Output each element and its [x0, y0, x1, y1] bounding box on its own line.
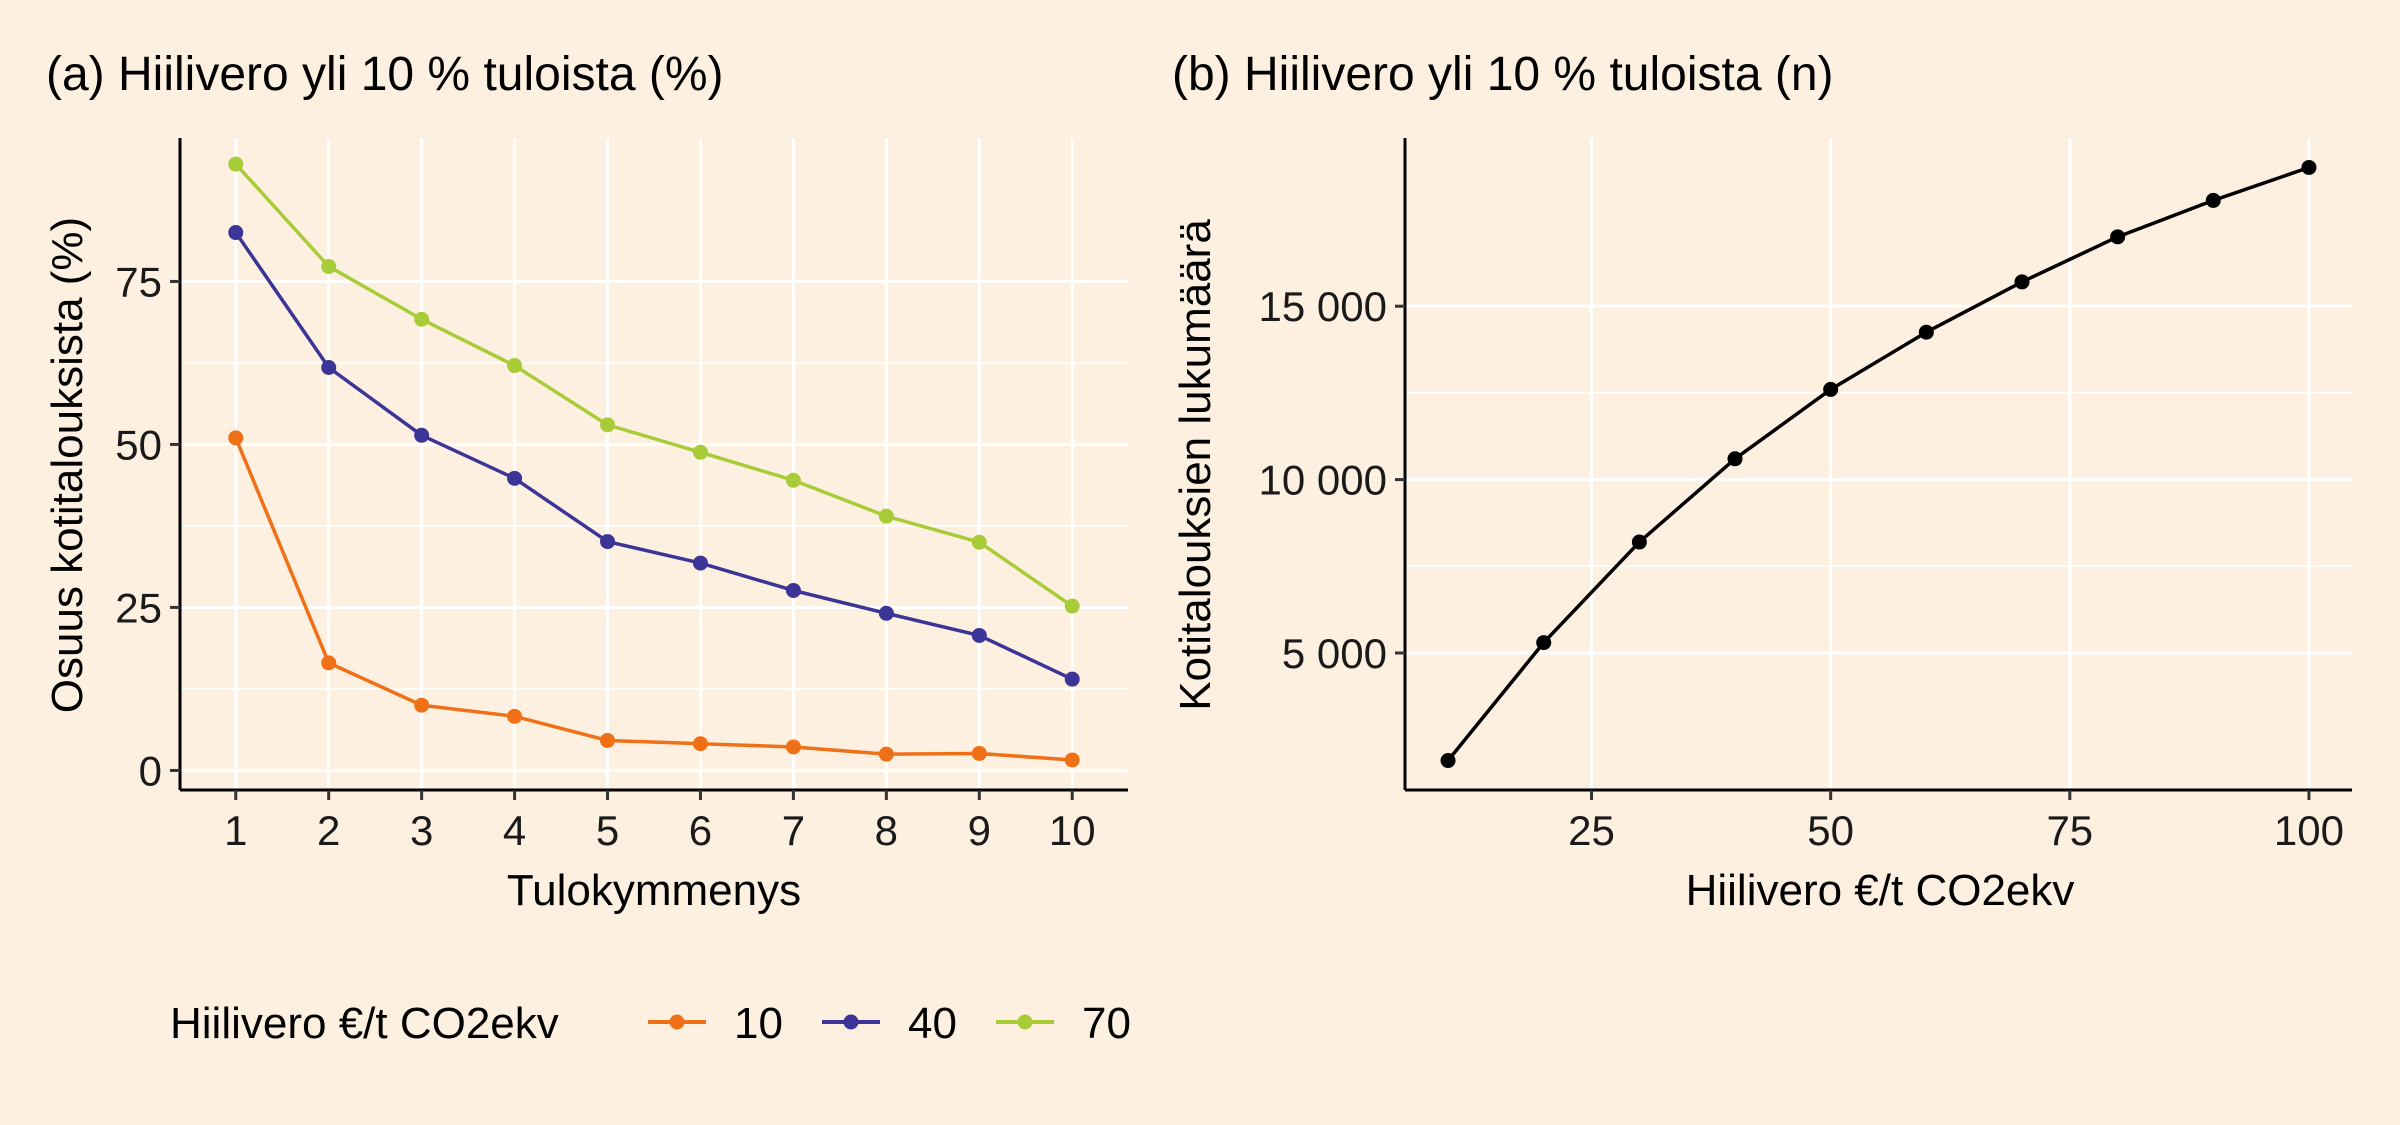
x-tick-label: 8 — [875, 807, 898, 854]
panel-b: (b) Hiilivero yli 10 % tuloista (n) 5 00… — [1171, 48, 2352, 915]
y-tick-label: 50 — [115, 421, 162, 468]
panel-b-x-ticks: 25 50 75 100 — [1568, 790, 2344, 854]
legend-title: Hiilivero €/t CO2ekv — [170, 999, 559, 1048]
legend-item-70: 70 — [996, 999, 1131, 1048]
panel-a-title: (a) Hiilivero yli 10 % tuloista (%) — [46, 48, 724, 101]
data-point — [600, 417, 616, 433]
panel-a-x-ticks: 1 2 3 4 5 6 7 8 9 10 — [224, 790, 1096, 854]
data-point — [1440, 753, 1456, 769]
x-tick-label: 4 — [503, 807, 526, 854]
data-point — [2301, 159, 2317, 175]
legend-label: 10 — [734, 999, 783, 1048]
data-point — [878, 605, 894, 621]
panel-b-grid — [1405, 138, 2352, 790]
legend: Hiilivero €/t CO2ekv 10 40 70 — [170, 999, 1131, 1048]
panel-b-series — [1440, 159, 2317, 769]
x-tick-label: 75 — [2046, 807, 2093, 854]
data-point — [414, 427, 430, 443]
data-point — [507, 358, 523, 374]
data-point — [1631, 534, 1647, 550]
data-point — [228, 156, 244, 172]
series-line-kotitalouksien-lukumäärä — [1446, 165, 2310, 762]
data-point — [1064, 598, 1080, 614]
data-point — [228, 225, 244, 241]
data-point — [878, 508, 894, 524]
x-tick-label: 2 — [317, 807, 340, 854]
data-point — [878, 746, 894, 762]
data-point — [785, 582, 801, 598]
data-point — [692, 555, 708, 571]
data-point — [1536, 635, 1552, 651]
panel-a-series — [228, 156, 1080, 768]
data-point — [321, 655, 337, 671]
y-tick-label: 75 — [115, 258, 162, 305]
panel-b-y-label: Kotitalouksien lukumäärä — [1171, 219, 1220, 711]
data-point — [1064, 671, 1080, 687]
x-tick-label: 100 — [2274, 807, 2344, 854]
x-tick-label: 25 — [1568, 807, 1615, 854]
y-tick-label: 5 000 — [1282, 630, 1387, 677]
data-point — [228, 430, 244, 446]
y-tick-label: 0 — [139, 747, 162, 794]
panel-b-title: (b) Hiilivero yli 10 % tuloista (n) — [1172, 48, 1834, 101]
data-point — [1727, 451, 1743, 467]
series-line-40 — [234, 231, 1073, 681]
panel-a: (a) Hiilivero yli 10 % tuloista (%) 0255… — [43, 48, 1128, 915]
data-point — [1823, 381, 1839, 397]
data-point — [971, 627, 987, 643]
x-tick-label: 50 — [1807, 807, 1854, 854]
data-point — [971, 745, 987, 761]
x-tick-label: 3 — [410, 807, 433, 854]
data-point — [1918, 324, 1934, 340]
legend-swatch-point — [1017, 1014, 1033, 1030]
data-point — [785, 739, 801, 755]
data-point — [414, 311, 430, 327]
data-point — [2205, 192, 2221, 208]
x-tick-label: 1 — [224, 807, 247, 854]
legend-swatch-point — [669, 1014, 685, 1030]
y-tick-label: 10 000 — [1259, 457, 1387, 504]
data-point — [600, 534, 616, 550]
series-line-70 — [234, 162, 1074, 608]
legend-label: 70 — [1082, 999, 1131, 1048]
data-point — [2014, 274, 2030, 290]
data-point — [321, 360, 337, 376]
data-point — [1064, 752, 1080, 768]
panel-a-y-ticks: 0 25 50 75 — [115, 258, 180, 794]
x-tick-label: 6 — [689, 807, 712, 854]
data-point — [692, 736, 708, 752]
data-point — [507, 470, 523, 486]
panel-a-x-label: Tulokymmenys — [507, 866, 801, 915]
panel-b-x-label: Hiilivero €/t CO2ekv — [1686, 866, 2075, 915]
data-point — [507, 708, 523, 724]
panel-a-y-label: Osuus kotitalouksista (%) — [43, 217, 92, 713]
data-point — [321, 258, 337, 274]
x-tick-label: 10 — [1049, 807, 1096, 854]
y-tick-label: 15 000 — [1259, 283, 1387, 330]
data-point — [2110, 229, 2126, 245]
panel-b-y-ticks: 5 000 10 000 15 000 — [1259, 283, 1405, 677]
data-point — [971, 534, 987, 550]
data-point — [785, 472, 801, 488]
y-tick-label: 25 — [115, 584, 162, 631]
x-tick-label: 9 — [968, 807, 991, 854]
data-point — [692, 444, 708, 460]
data-point — [414, 697, 430, 713]
legend-swatch-point — [843, 1014, 859, 1030]
data-point — [600, 732, 616, 748]
legend-item-40: 40 — [822, 999, 957, 1048]
x-tick-label: 7 — [782, 807, 805, 854]
legend-label: 40 — [908, 999, 957, 1048]
series-line-10 — [234, 437, 1073, 762]
legend-item-10: 10 — [648, 999, 783, 1048]
x-tick-label: 5 — [596, 807, 619, 854]
